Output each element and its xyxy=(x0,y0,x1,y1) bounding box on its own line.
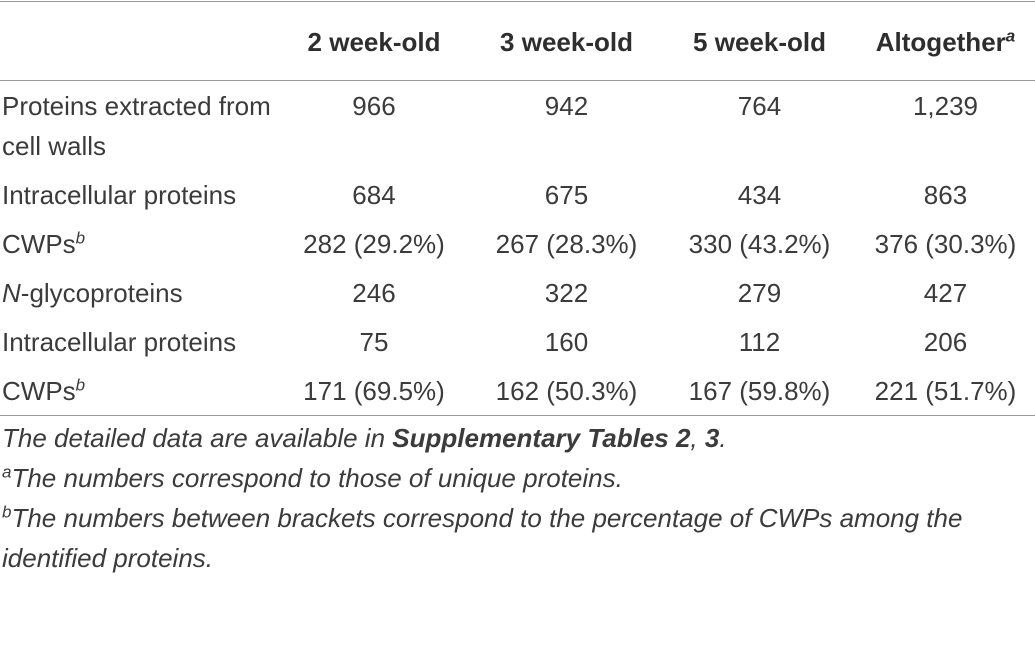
table-row: CWPsb 282 (29.2%) 267 (28.3%) 330 (43.2%) 37… xyxy=(0,219,1035,268)
cell: 279 xyxy=(737,278,782,308)
table-row: Proteins extracted from cell walls 966 942… xyxy=(0,81,1035,171)
cell: 966 xyxy=(352,91,396,121)
superscript: a xyxy=(1005,26,1016,46)
cell: 171 (69.5%) xyxy=(303,376,445,406)
row-label: CWPsb xyxy=(0,366,278,416)
column-header: 5 week-old xyxy=(663,1,856,81)
bold-text: Supplementary Tables 2 xyxy=(392,423,691,453)
superscript: b xyxy=(75,228,86,248)
text: CWPs xyxy=(2,229,76,259)
column-header: Altogethera xyxy=(856,1,1035,81)
cell: 206 xyxy=(923,327,968,357)
table-row: Intracellular proteins 684 675 434 863 xyxy=(0,170,1035,219)
column-header: 3 week-old xyxy=(470,1,663,81)
text: Proteins extracted from cell walls xyxy=(2,91,271,161)
corner-cell xyxy=(0,1,278,81)
cell: 112 xyxy=(738,327,781,357)
row-label: Intracellular proteins xyxy=(0,170,278,219)
text: The numbers correspond to those of uniqu… xyxy=(11,463,623,493)
table-row: N-glycoproteins 246 322 279 427 xyxy=(0,268,1035,317)
text: Intracellular proteins xyxy=(2,180,237,210)
column-header: 2 week-old xyxy=(278,1,470,81)
data-table: 2 week-old 3 week-old 5 week-old Altogether… xyxy=(0,1,1035,416)
cell: 246 xyxy=(352,278,396,308)
table-row: CWPsb 171 (69.5%) 162 (50.3%) 167 (59.8%) 22… xyxy=(0,366,1035,416)
row-label: Proteins extracted from cell walls xyxy=(0,81,278,171)
cell: 434 xyxy=(737,180,782,210)
cell: 267 (28.3%) xyxy=(495,229,638,259)
text: CWPs xyxy=(2,376,76,406)
cell: 322 xyxy=(544,278,589,308)
cell: 167 (59.8%) xyxy=(688,376,831,406)
footnotes: The detailed data are available in Suppl… xyxy=(0,416,1035,578)
superscript: a xyxy=(2,462,12,482)
cell: 427 xyxy=(923,278,968,308)
row-label: N-glycoproteins xyxy=(0,268,278,317)
cell: 75 xyxy=(359,327,389,357)
superscript: b xyxy=(75,375,86,395)
cell: 162 (50.3%) xyxy=(495,376,638,406)
table-body: Proteins extracted from cell walls 966 942… xyxy=(0,81,1035,416)
cell: 282 (29.2%) xyxy=(303,229,445,259)
superscript: b xyxy=(2,502,12,522)
cell: 376 (30.3%) xyxy=(874,229,1017,259)
text: . xyxy=(719,423,727,453)
bold-text: 3 xyxy=(704,423,720,453)
text: 5 week-old xyxy=(693,27,826,57)
table-row: Intracellular proteins 75 160 112 206 xyxy=(0,317,1035,366)
cell: 160 xyxy=(544,327,589,357)
text: , xyxy=(690,423,705,453)
text: The numbers between brackets correspond … xyxy=(2,503,963,573)
cell: 221 (51.7%) xyxy=(874,376,1017,406)
cell: 330 (43.2%) xyxy=(688,229,831,259)
cell: 1,239 xyxy=(912,91,979,121)
row-label: CWPsb xyxy=(0,219,278,268)
row-label: Intracellular proteins xyxy=(0,317,278,366)
footnote: The detailed data are available in Suppl… xyxy=(2,418,1029,458)
italic-text: N xyxy=(2,278,21,308)
cell: 675 xyxy=(544,180,589,210)
text: 3 week-old xyxy=(500,27,633,57)
text: 2 week-old xyxy=(307,27,441,57)
header-row: 2 week-old 3 week-old 5 week-old Altogether… xyxy=(0,1,1035,81)
text: Intracellular proteins xyxy=(2,327,237,357)
cell: 684 xyxy=(352,180,396,210)
text: Altogether xyxy=(875,27,1006,57)
cell: 764 xyxy=(737,91,782,121)
cell: 863 xyxy=(923,180,968,210)
footnote: aThe numbers correspond to those of uniq… xyxy=(2,458,1029,498)
text: -glycoproteins xyxy=(20,278,183,308)
text: The detailed data are available in xyxy=(2,423,393,453)
cell: 942 xyxy=(544,91,589,121)
footnote: bThe numbers between brackets correspond… xyxy=(2,498,1029,578)
